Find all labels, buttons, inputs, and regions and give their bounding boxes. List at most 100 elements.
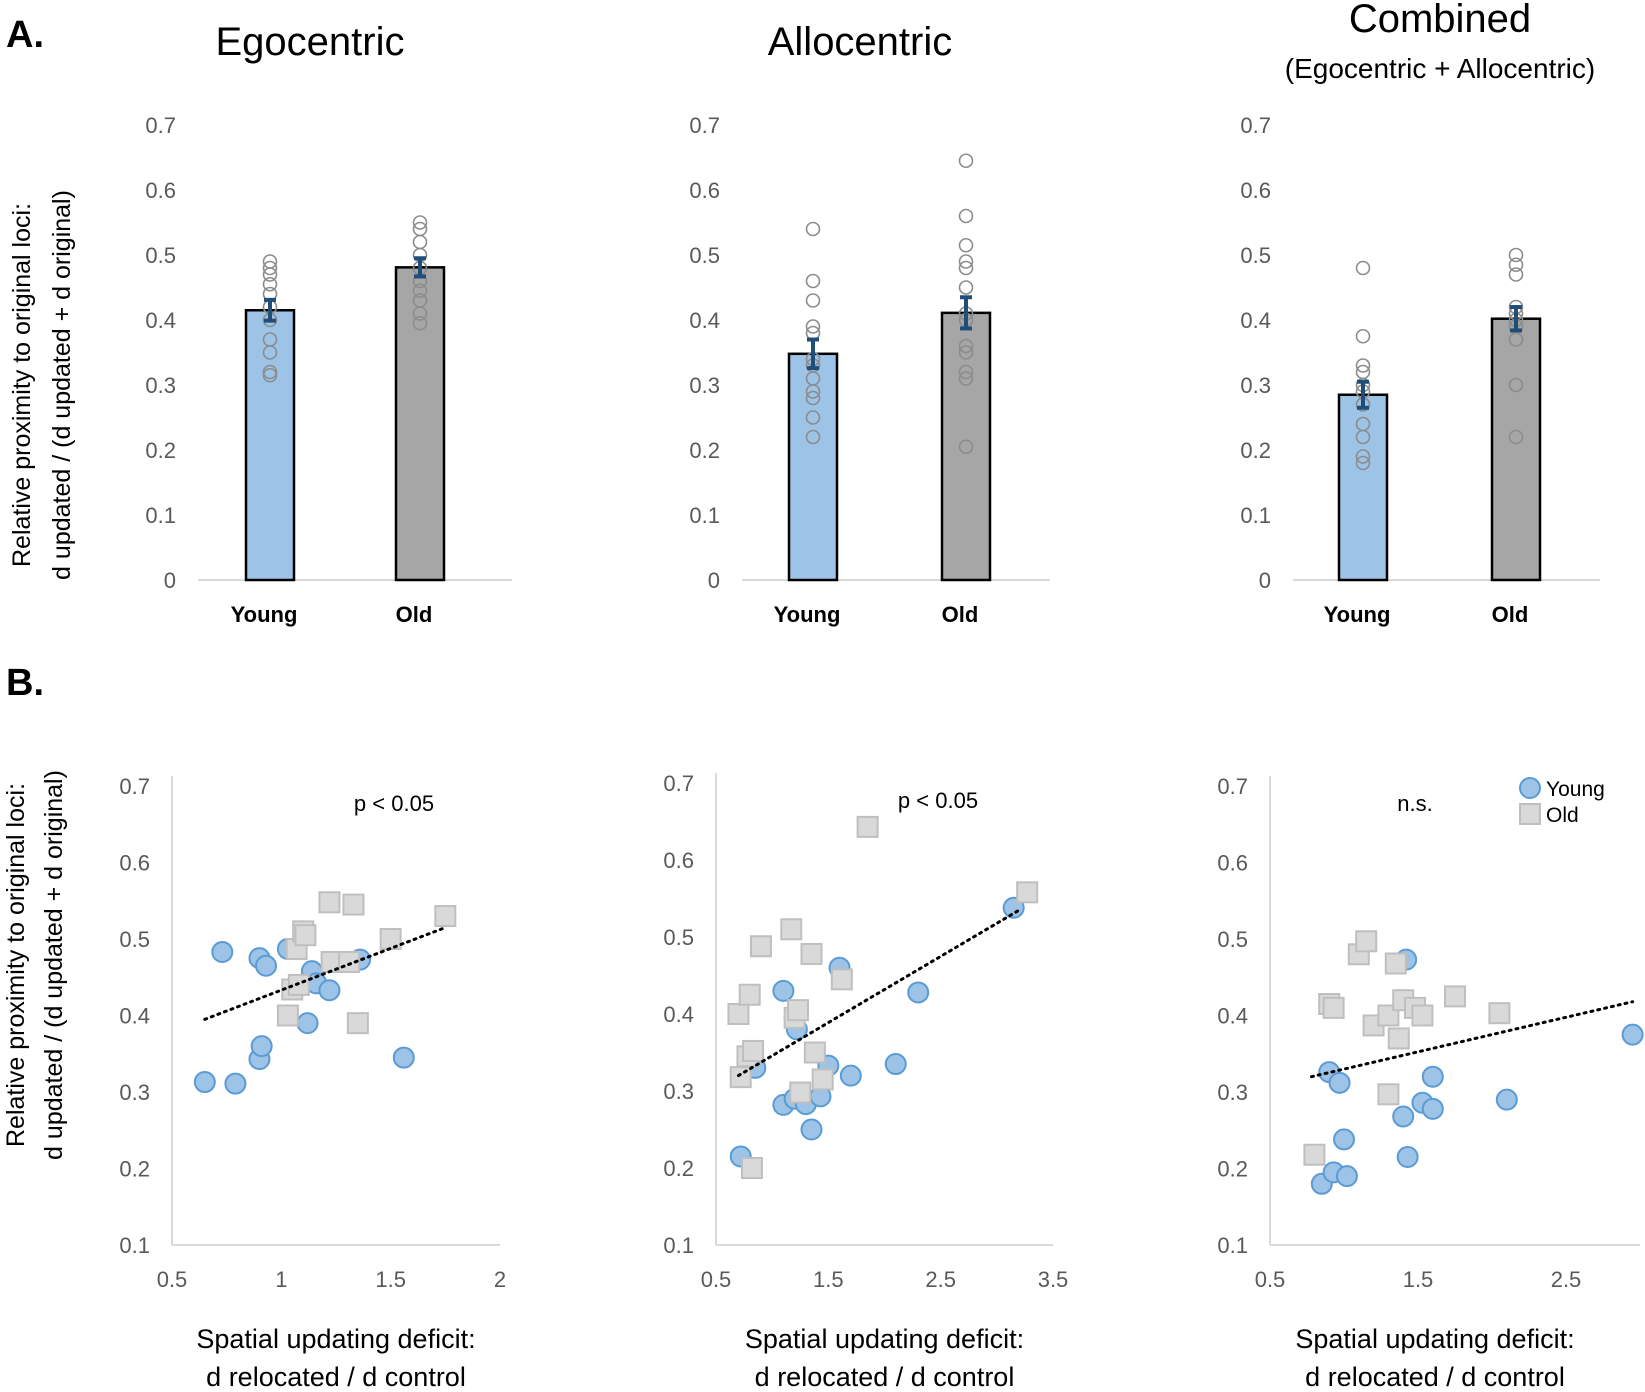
significance-annotation: p < 0.05 [354,791,434,816]
data-point [1508,429,1524,445]
legend-old-label: Old [1546,804,1579,827]
y-tick-label: 0.6 [689,178,720,203]
chart-title: Allocentric [768,20,953,64]
y-tick-label: 0.1 [1240,503,1271,528]
data-point [958,338,974,354]
bar-combined: Combined (Egocentric + Allocentric) 0 0.1 0.… [1240,0,1600,627]
y-tick-label: 0.5 [119,927,150,952]
old-point [830,968,853,991]
x-tick-label: 1 [275,1267,287,1292]
old-point [803,1041,826,1064]
y-tick-label: 0.2 [119,1157,150,1182]
young-point [907,981,930,1004]
old-point [1355,930,1378,953]
y-tick-label: 0.6 [145,178,176,203]
y-tick-label: 0.6 [663,848,694,873]
y-tick-label: 0 [708,568,720,593]
scatter-egocentric: 0.1 0.2 0.3 0.4 0.5 0.6 0.7 0.5 1 1.5 2 p < 0.05 Spa… [119,774,506,1392]
y-tick-label: 0.7 [119,774,150,799]
y-tick-label: 0.7 [145,113,176,138]
x-tick-label: 0.5 [157,1267,188,1292]
trend-line [736,908,1021,1078]
y-tick-label: 0.1 [663,1233,694,1258]
scatter-combined: 0.1 0.2 0.3 0.4 0.5 0.6 0.7 0.5 1.5 2.5 n.s. Spatia… [1217,774,1644,1392]
x-tick-label: 0.5 [701,1267,732,1292]
x-tick-label: 2.5 [925,1267,956,1292]
young-point [772,979,795,1002]
x-axis-label-line2: d relocated / d control [206,1362,466,1392]
y-tick-label: 0.6 [119,851,150,876]
data-point [262,332,278,347]
y-tick-label: 0.7 [689,113,720,138]
bar-old [940,311,992,582]
x-axis-label-line1: Spatial updating deficit: [1295,1324,1574,1354]
young-point [1328,1071,1351,1094]
old-point [434,905,457,928]
data-point [805,429,821,445]
category-label: Old [1492,602,1529,627]
y-tick-label: 0.7 [663,771,694,796]
y-tick-label: 0.1 [119,1233,150,1258]
data-point [1508,247,1524,263]
y-tick-label: 0.3 [663,1079,694,1104]
x-tick-label: 3.5 [1038,1267,1069,1292]
data-point [412,221,428,237]
young-point [392,1046,415,1069]
significance-annotation: p < 0.05 [898,788,978,813]
young-point [1421,1065,1444,1088]
trend-line [203,926,447,1021]
scatter-ylabel-line1: Relative proximity to original loci: [2,783,30,1147]
bar-ylabel-line2: d updated / (d updated + d original) [48,190,76,580]
data-point [958,364,974,380]
y-tick-label: 0 [164,568,176,593]
young-point [1333,1128,1355,1151]
data-point [1355,455,1371,471]
y-tick-label: 0.2 [145,438,176,463]
category-label: Old [942,602,979,627]
old-point [749,935,772,958]
old-point [787,999,810,1022]
bar-young [787,352,839,582]
y-tick-label: 0.1 [689,503,720,528]
young-point [1396,1146,1419,1169]
data-point [958,208,974,224]
young-point [1621,1023,1644,1046]
data-point [805,390,821,406]
data-point [1508,377,1524,393]
bar-young [1337,393,1389,582]
data-point [412,234,428,250]
old-point [1322,996,1345,1019]
data-point [958,371,974,386]
young-point [211,941,234,964]
old-point [294,924,317,947]
y-tick-label: 0.4 [145,308,176,333]
old-point [1488,1002,1511,1025]
data-point [805,410,821,425]
scatter-allocentric: 0.1 0.2 0.3 0.4 0.5 0.6 0.7 0.5 1.5 2.5 3.5 p < 0.0… [663,771,1068,1392]
old-point [1411,1004,1434,1027]
old-point [276,1004,299,1027]
data-point [958,237,974,253]
data-point [412,315,428,331]
legend-young-marker [1519,777,1541,799]
y-tick-label: 0 [1259,568,1271,593]
bar-allocentric: Allocentric 0 0.1 0.2 0.3 0.4 0.5 0.6 0.7 Young Ol… [689,20,1050,627]
panel-b-label: B. [6,662,44,704]
x-tick-label: 2 [494,1267,506,1292]
x-axis-label-line2: d relocated / d control [755,1362,1015,1392]
old-point [1384,952,1407,975]
data-point [805,319,821,334]
trend-line [1309,1000,1635,1079]
old-point [789,1081,812,1104]
young-point [1335,1165,1358,1188]
young-point [318,979,341,1002]
young-point [839,1064,862,1087]
data-point [805,273,821,289]
y-tick-label: 0.3 [145,373,176,398]
category-label: Old [396,602,433,627]
data-point [1355,358,1371,373]
data-point [262,254,278,269]
young-point [800,1118,823,1141]
data-point [412,215,428,230]
